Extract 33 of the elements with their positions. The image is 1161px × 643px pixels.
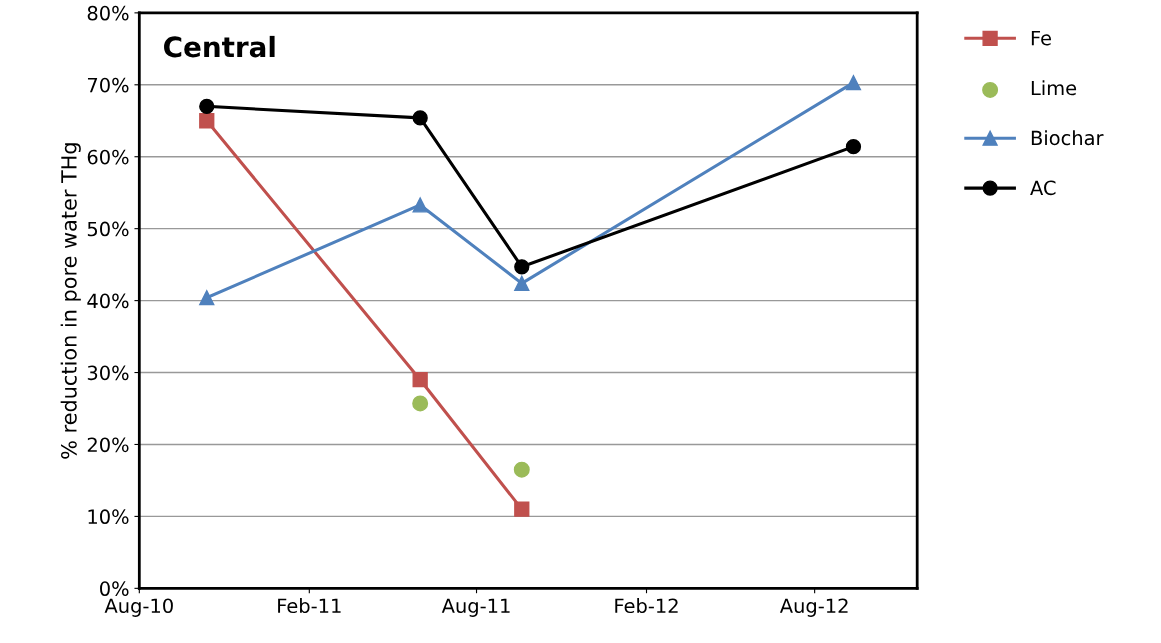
point [514, 501, 530, 517]
point [199, 290, 215, 306]
text: Central [164, 35, 275, 58]
y-axis-title: % reduction in pore water THg [60, 143, 81, 459]
y-tick-label: 80% [87, 5, 129, 21]
point [412, 197, 428, 213]
point [412, 395, 429, 412]
x-tick-label: Feb-12 [615, 598, 678, 614]
legend-label: Biochar [1031, 130, 1104, 146]
y-tick-label: 0% [100, 581, 129, 597]
legend-label: AC [1030, 180, 1056, 196]
y-tick-label: 70% [87, 77, 129, 93]
x-tick-label: Aug-10 [104, 598, 173, 617]
y-tick-label: 10% [88, 509, 129, 525]
y-tick-label: 30% [87, 365, 129, 381]
legend-label: Lime [1031, 80, 1077, 96]
legend-label: Fe [1031, 30, 1052, 46]
point [845, 74, 862, 91]
y-tick-label: 40% [87, 293, 129, 309]
point [513, 461, 530, 478]
y-tick-label: 20% [87, 437, 129, 453]
point [199, 98, 215, 115]
point [412, 372, 428, 388]
point [412, 110, 428, 126]
y-tick-label: 60% [87, 149, 129, 165]
point [199, 113, 215, 129]
x-tick-label: Feb-11 [278, 598, 341, 614]
x-tick-label: Aug-12 [779, 598, 848, 617]
x-tick-label: Aug-11 [441, 598, 510, 617]
y-tick-label: 50% [87, 221, 129, 237]
point [514, 259, 530, 275]
point [845, 139, 862, 155]
point [514, 275, 530, 291]
